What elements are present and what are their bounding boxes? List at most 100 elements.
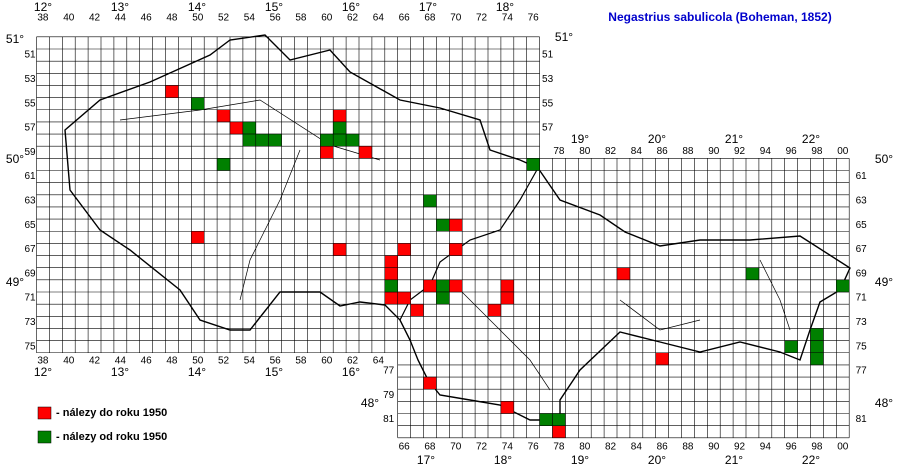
record-cell xyxy=(449,279,463,293)
column-label: 62 xyxy=(347,355,359,366)
column-label: 60 xyxy=(321,13,333,24)
row-label: 71 xyxy=(24,293,36,304)
column-label: 40 xyxy=(63,13,75,24)
column-label: 50 xyxy=(192,355,204,366)
column-label: 80 xyxy=(579,441,591,452)
record-cell xyxy=(487,303,502,317)
degree-label: 16° xyxy=(342,0,360,14)
record-cell xyxy=(332,133,347,147)
record-cell xyxy=(358,145,373,159)
degree-label: 12° xyxy=(34,365,52,379)
record-cell xyxy=(229,121,244,135)
column-label: 70 xyxy=(450,441,462,452)
column-label: 44 xyxy=(115,13,127,24)
row-label: 69 xyxy=(856,268,868,279)
record-cell xyxy=(332,121,347,135)
degree-label: 22° xyxy=(802,453,820,467)
row-label: 77 xyxy=(383,366,395,377)
column-label: 70 xyxy=(450,13,462,24)
record-cell xyxy=(332,243,347,256)
degree-label: 22° xyxy=(802,132,820,146)
column-label: 86 xyxy=(657,146,669,157)
grid xyxy=(36,36,850,439)
degree-label: 48° xyxy=(361,396,379,410)
labels: 38 40 42 44 46 48 50 52 54 56 58 60 62 64 66 68 70 72 74 76… xyxy=(6,0,893,467)
record-cell xyxy=(552,413,566,426)
column-label: 76 xyxy=(528,13,540,24)
country-border xyxy=(64,34,851,421)
legend: - nálezy do roku 1950 - nálezy od roku 19… xyxy=(37,406,167,444)
record-cell xyxy=(745,267,760,281)
degree-label: 17° xyxy=(417,453,435,467)
record-cell xyxy=(384,291,398,305)
degree-label: 21° xyxy=(725,132,743,146)
column-label: 54 xyxy=(244,355,256,366)
row-label: 67 xyxy=(24,244,36,255)
column-label: 68 xyxy=(424,441,436,452)
row-label: 73 xyxy=(856,317,868,328)
column-label: 80 xyxy=(579,146,591,157)
row-label: 67 xyxy=(856,244,868,255)
column-label: 88 xyxy=(682,441,694,452)
row-label: 51 xyxy=(24,50,36,61)
degree-label: 51° xyxy=(6,32,24,46)
row-label: 71 xyxy=(856,293,868,304)
column-label: 44 xyxy=(115,355,127,366)
degree-label: 13° xyxy=(111,365,129,379)
degree-label: 14° xyxy=(188,0,206,14)
column-label: 60 xyxy=(321,355,333,366)
column-label: 90 xyxy=(708,441,720,452)
row-label: 55 xyxy=(542,98,554,109)
column-label: 94 xyxy=(760,146,772,157)
column-label: 82 xyxy=(605,146,617,157)
record-cell xyxy=(436,279,450,293)
degree-label: 12° xyxy=(34,0,52,14)
degree-label: 49° xyxy=(875,275,893,289)
degree-label: 19° xyxy=(571,453,589,467)
record-cell xyxy=(320,145,334,159)
degree-label: 18° xyxy=(494,453,512,467)
degree-label: 13° xyxy=(111,0,129,14)
record-cell xyxy=(216,109,231,123)
row-label: 55 xyxy=(24,98,36,109)
row-label: 77 xyxy=(856,366,868,377)
column-label: 00 xyxy=(837,146,849,157)
column-label: 96 xyxy=(786,146,798,157)
degree-label: 20° xyxy=(648,453,666,467)
record-cell xyxy=(810,340,824,354)
column-label: 58 xyxy=(295,355,307,366)
record-cell xyxy=(423,279,437,293)
record-cell xyxy=(332,109,347,123)
record-cell xyxy=(242,121,257,135)
row-label: 75 xyxy=(24,341,36,352)
row-label: 53 xyxy=(542,74,554,85)
record-cell xyxy=(500,279,515,293)
record-cell xyxy=(423,376,437,390)
column-label: 64 xyxy=(373,13,385,24)
column-label: 38 xyxy=(37,13,49,24)
row-label: 75 xyxy=(856,341,868,352)
row-label: 57 xyxy=(542,123,554,134)
record-cell xyxy=(242,133,257,147)
column-label: 72 xyxy=(476,13,488,24)
column-label: 58 xyxy=(295,13,307,24)
row-label: 69 xyxy=(24,268,36,279)
record-cell xyxy=(449,218,463,232)
row-label: 79 xyxy=(383,390,395,401)
column-label: 56 xyxy=(270,13,282,24)
column-label: 88 xyxy=(682,146,694,157)
column-label: 92 xyxy=(734,146,746,157)
record-cell xyxy=(449,243,463,256)
column-label: 76 xyxy=(528,441,540,452)
record-cell xyxy=(320,133,334,147)
row-label: 53 xyxy=(24,74,36,85)
column-label: 00 xyxy=(837,441,849,452)
column-label: 68 xyxy=(424,13,436,24)
degree-label: 21° xyxy=(725,453,743,467)
column-label: 42 xyxy=(89,355,101,366)
column-label: 62 xyxy=(347,13,359,24)
record-cell xyxy=(500,291,515,305)
record-cell xyxy=(255,133,269,147)
column-label: 46 xyxy=(141,13,153,24)
degree-label: 17° xyxy=(419,0,437,14)
